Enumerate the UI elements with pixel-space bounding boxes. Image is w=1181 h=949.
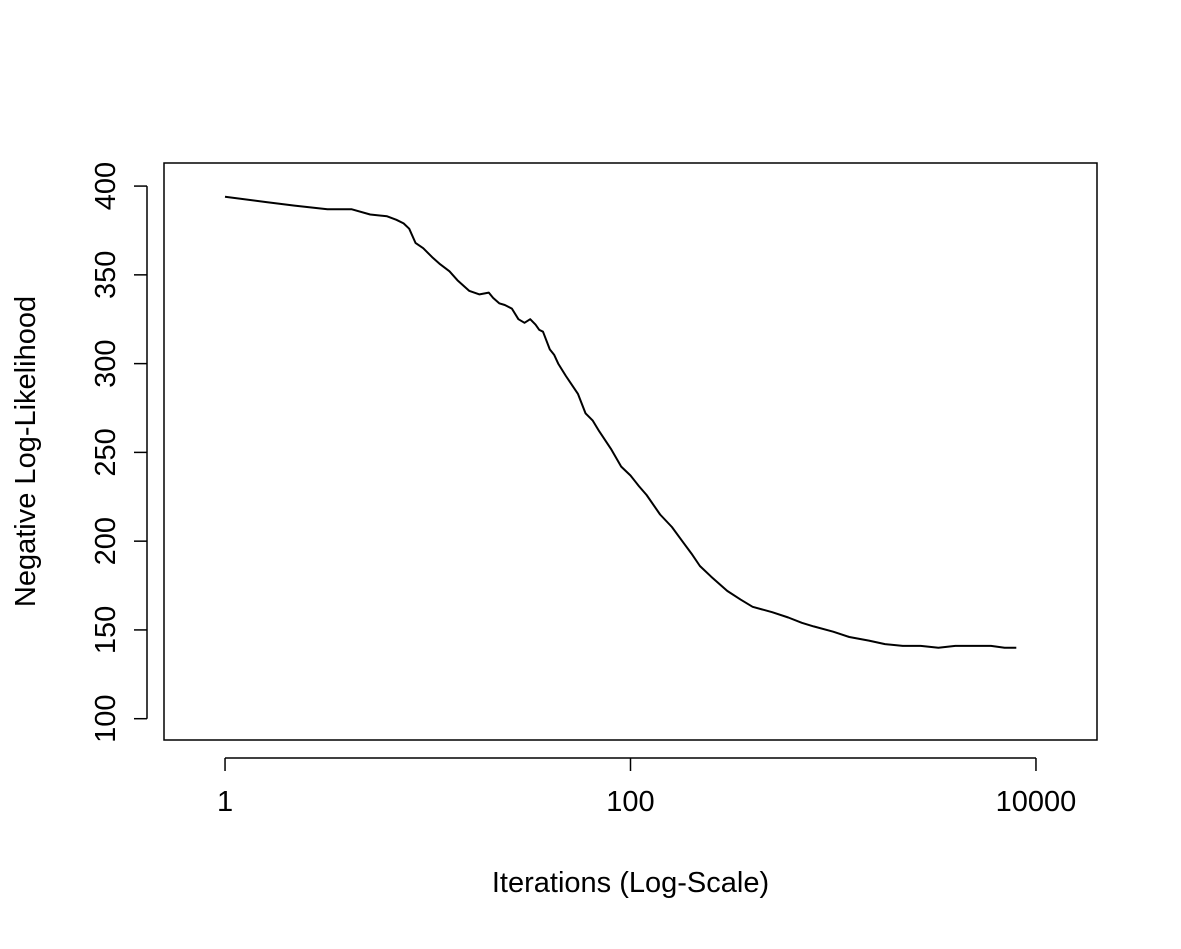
y-axis-label: Negative Log-Likelihood	[10, 296, 42, 607]
y-tick-label: 300	[90, 339, 122, 387]
y-tick-label: 200	[90, 517, 122, 565]
y-tick-label: 150	[90, 606, 122, 654]
y-tick-label: 350	[90, 251, 122, 299]
y-tick-label: 250	[90, 428, 122, 476]
x-tick-label: 10000	[996, 786, 1077, 818]
y-tick-label: 400	[90, 162, 122, 210]
series-line	[224, 195, 1017, 649]
x-axis: 1 100 10000	[217, 757, 1077, 818]
y-tick-label: 100	[90, 695, 122, 743]
x-tick-label: 1	[217, 786, 233, 818]
plot-frame	[163, 162, 1098, 741]
x-axis-label: Iterations (Log-Scale)	[492, 867, 769, 899]
x-tick-label: 100	[606, 786, 654, 818]
y-axis: 100 150 200 250 300 350 400	[90, 162, 148, 743]
